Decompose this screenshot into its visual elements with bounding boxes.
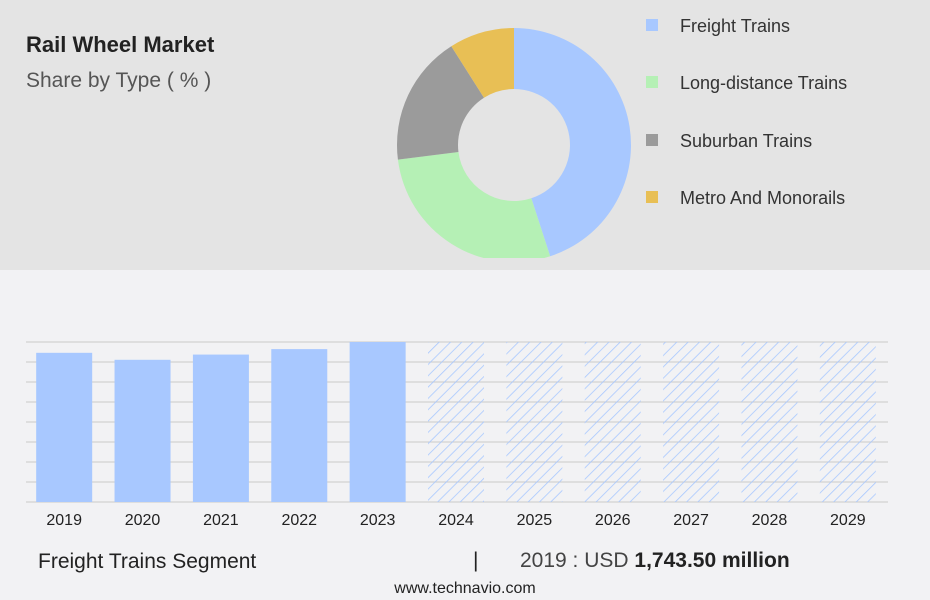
legend-label-suburban: Suburban Trains (680, 131, 813, 151)
legend-swatch-long-distance (646, 76, 658, 88)
website-link[interactable]: www.technavio.com (394, 580, 536, 597)
bar-2026 (584, 342, 641, 502)
legend-swatch-metro (646, 191, 658, 203)
x-tick-label-2024: 2024 (438, 512, 474, 529)
legend-swatch-suburban (646, 134, 658, 146)
bar-2019 (36, 352, 93, 502)
legend-label-freight: Freight Trains (680, 16, 791, 36)
x-tick-label-2022: 2022 (281, 512, 317, 529)
x-tick-label-2025: 2025 (517, 512, 553, 529)
legend-label-metro: Metro And Monorails (680, 188, 846, 208)
legend-swatch-freight (646, 19, 658, 31)
footer-segment-label: Freight Trains Segment (38, 550, 257, 573)
x-tick-label-2029: 2029 (830, 512, 866, 529)
x-tick-label-2023: 2023 (360, 512, 396, 529)
x-tick-label-2021: 2021 (203, 512, 239, 529)
bar-2029 (819, 342, 876, 502)
x-tick-label-2019: 2019 (46, 512, 82, 529)
bar-2024 (428, 342, 484, 502)
bar-2025 (506, 342, 563, 502)
x-tick-label-2028: 2028 (752, 512, 788, 529)
bar-2022 (271, 349, 328, 502)
bar-2020 (114, 359, 171, 502)
x-tick-label-2026: 2026 (595, 512, 631, 529)
footer-value-bold: 1,743.50 million (634, 549, 790, 572)
donut-slice-long-distance-trains (397, 152, 551, 258)
x-tick-label-2020: 2020 (125, 512, 161, 529)
donut-slice-metro-and-monorails (451, 28, 514, 98)
donut-chart (397, 28, 632, 258)
bar-2023 (349, 342, 406, 502)
chart-title: Rail Wheel Market (26, 32, 215, 57)
bar-2027 (663, 342, 720, 502)
x-tick-label-2027: 2027 (673, 512, 709, 529)
bar-2021 (192, 354, 249, 502)
footer-value: 2019 : USD 1,743.50 million (520, 549, 790, 573)
bar-2028 (741, 342, 798, 502)
legend-label-long-distance: Long-distance Trains (680, 73, 848, 93)
chart-subtitle: Share by Type ( % ) (26, 69, 212, 92)
footer-value-prefix: 2019 : USD (520, 549, 629, 572)
donut-slice-freight-trains (514, 28, 632, 257)
footer-separator: | (473, 549, 479, 572)
donut-slice-suburban-trains (397, 46, 484, 160)
bar-chart: 2019 2020 2021 2022 2023 2024 2025 2026 2027 2028… (26, 341, 888, 529)
